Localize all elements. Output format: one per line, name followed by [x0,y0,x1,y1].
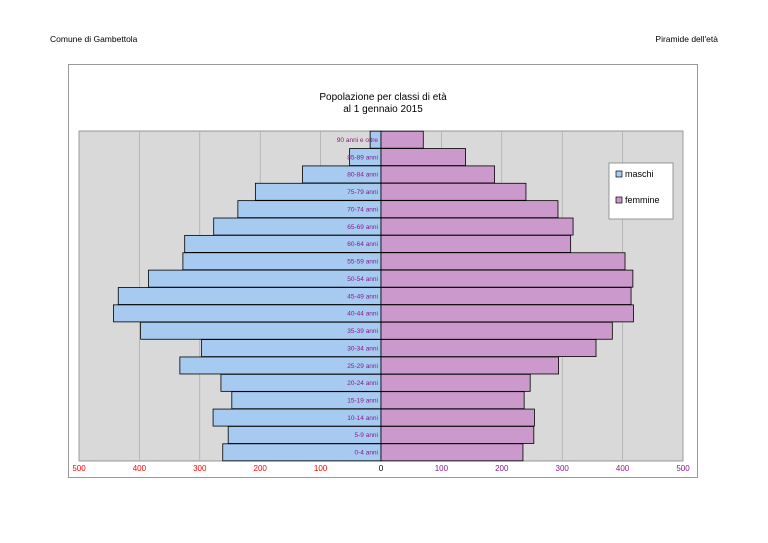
category-label: 70-74 anni [347,206,378,213]
bar-femmine-16 [380,165,495,184]
page-header-document-title: Piramide dell'età [655,34,718,44]
plot-area: 0-4 anni 5-9 anni 10-14 anni 15-19 anni 20-2… [78,130,684,462]
chart-frame: Popolazione per classi di età al 1 genna… [68,64,698,478]
legend-swatch-maschi [615,170,623,178]
category-label: 35-39 anni [347,328,378,335]
x-tick-label-right: 500 [676,464,690,473]
legend-swatch-femmine [615,196,623,204]
x-tick-label-left: 200 [254,464,268,473]
legend-label-maschi: maschi [625,169,654,179]
bar-maschi-7 [140,321,382,340]
category-label: 65-69 anni [347,224,378,231]
population-pyramid-chart: Popolazione per classi di età al 1 genna… [72,92,690,473]
bar-femmine-12 [380,234,572,253]
bar-femmine-2 [380,408,535,427]
x-tick-label-right: 400 [616,464,630,473]
category-label: 40-44 anni [347,311,378,318]
category-label: 80-84 anni [347,172,378,179]
x-tick-label-left: 300 [193,464,207,473]
category-label: 25-29 anni [347,363,378,370]
bar-maschi-9 [117,287,382,305]
x-tick-label-right: 200 [495,464,509,473]
x-tick-label-left: 500 [72,464,86,473]
bar-femmine-10 [380,269,634,288]
x-tick-label-left: 400 [133,464,147,473]
bar-maschi-10 [148,269,382,288]
bar-femmine-17 [380,148,466,166]
category-label: 20-24 anni [347,380,378,387]
bar-femmine-1 [380,426,535,444]
x-tick-label-right: 100 [435,464,449,473]
category-label: 30-34 anni [347,345,378,352]
x-axis-ticks: 500 400 300 200 100 0 100 200 300 400 500 [72,464,690,473]
bar-maschi-8 [113,304,382,323]
x-tick-label-right: 300 [556,464,570,473]
chart-title: Popolazione per classi di età [319,92,447,103]
bar-femmine-18 [380,130,424,149]
category-label: 5-9 anni [355,432,379,439]
bar-femmine-11 [380,252,626,271]
category-label: 55-59 anni [347,259,378,266]
category-label: 75-79 anni [347,189,378,196]
bar-femmine-13 [380,217,574,236]
category-label: 10-14 anni [347,415,378,422]
page-header-municipality: Comune di Gambettola [50,34,138,44]
bar-femmine-6 [380,339,597,358]
legend-label-femmine: femmine [625,195,660,205]
x-tick-label-left: 100 [314,464,328,473]
legend: maschi femmine [608,162,674,220]
bar-femmine-4 [380,373,531,392]
category-label: 45-49 anni [347,293,378,300]
category-label: 60-64 anni [347,241,378,248]
chart-subtitle: al 1 gennaio 2015 [343,104,423,115]
bar-femmine-3 [380,391,525,410]
bar-femmine-15 [380,182,527,201]
x-tick-label-zero: 0 [379,464,384,473]
category-label: 0-4 anni [355,450,379,457]
category-label: 90 anni e oltre [337,137,379,144]
bar-femmine-8 [380,304,634,323]
bar-femmine-7 [380,321,613,340]
bar-femmine-0 [380,443,524,462]
category-label: 15-19 anni [347,398,378,405]
category-label: 50-54 anni [347,276,378,283]
bar-femmine-14 [380,200,559,219]
bar-femmine-5 [380,356,559,375]
bar-femmine-9 [380,287,632,305]
category-label: 85-89 anni [347,154,378,161]
